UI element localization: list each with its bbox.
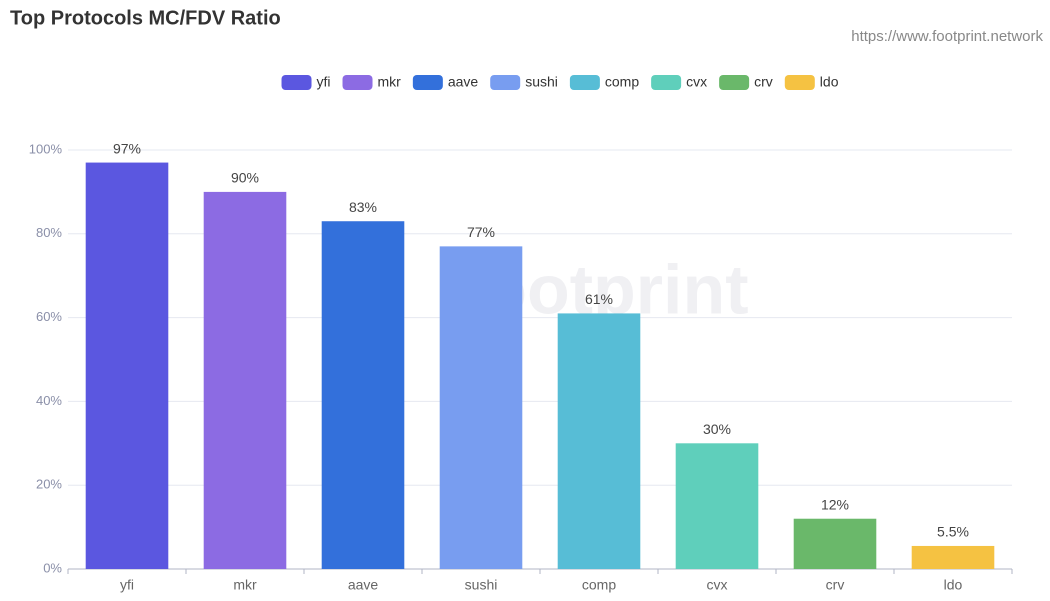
bar [439, 246, 523, 569]
x-tick-label: mkr [233, 577, 257, 593]
y-tick-label: 20% [36, 477, 62, 492]
legend-label: comp [605, 74, 639, 90]
x-tick-label: aave [348, 577, 379, 593]
legend-swatch [719, 75, 750, 90]
legend-label: sushi [525, 74, 558, 90]
value-label: 5.5% [937, 524, 969, 540]
bar [321, 221, 405, 570]
legend-swatch [281, 75, 312, 90]
legend-swatch [651, 75, 682, 90]
value-label: 83% [349, 199, 377, 215]
legend-swatch [342, 75, 373, 90]
legend-swatch [412, 75, 443, 90]
source: https://www.footprint.network [851, 28, 1043, 45]
value-label: 12% [821, 496, 849, 512]
legend-swatch [784, 75, 815, 90]
bar [557, 313, 641, 569]
chart-title: Top Protocols MC/FDV Ratio [10, 7, 281, 29]
legend-swatch [490, 75, 521, 90]
x-tick-label: comp [582, 577, 616, 593]
legend-swatch [569, 75, 600, 90]
bar [203, 191, 287, 569]
x-tick-label: crv [826, 577, 845, 593]
legend-label: mkr [378, 74, 402, 90]
bar [85, 162, 169, 569]
legend-label: cvx [686, 74, 707, 90]
x-tick-label: sushi [465, 577, 498, 593]
legend-label: ldo [820, 74, 839, 90]
y-tick-label: 60% [36, 309, 62, 324]
value-label: 77% [467, 224, 495, 240]
x-tick-label: cvx [707, 577, 728, 593]
y-tick-label: 40% [36, 393, 62, 408]
value-label: 30% [703, 421, 731, 437]
y-tick-label: 80% [36, 225, 62, 240]
y-tick-label: 100% [29, 141, 63, 156]
x-tick-label: yfi [120, 577, 134, 593]
legend-label: yfi [317, 74, 331, 90]
legend-label: crv [754, 74, 773, 90]
x-tick-label: ldo [944, 577, 963, 593]
y-tick-label: 0% [43, 560, 62, 575]
legend-label: aave [448, 74, 479, 90]
bar [675, 443, 759, 569]
value-label: 90% [231, 170, 259, 186]
value-label: 61% [585, 291, 613, 307]
bar [911, 545, 995, 569]
bar [793, 518, 877, 569]
value-label: 97% [113, 140, 141, 156]
